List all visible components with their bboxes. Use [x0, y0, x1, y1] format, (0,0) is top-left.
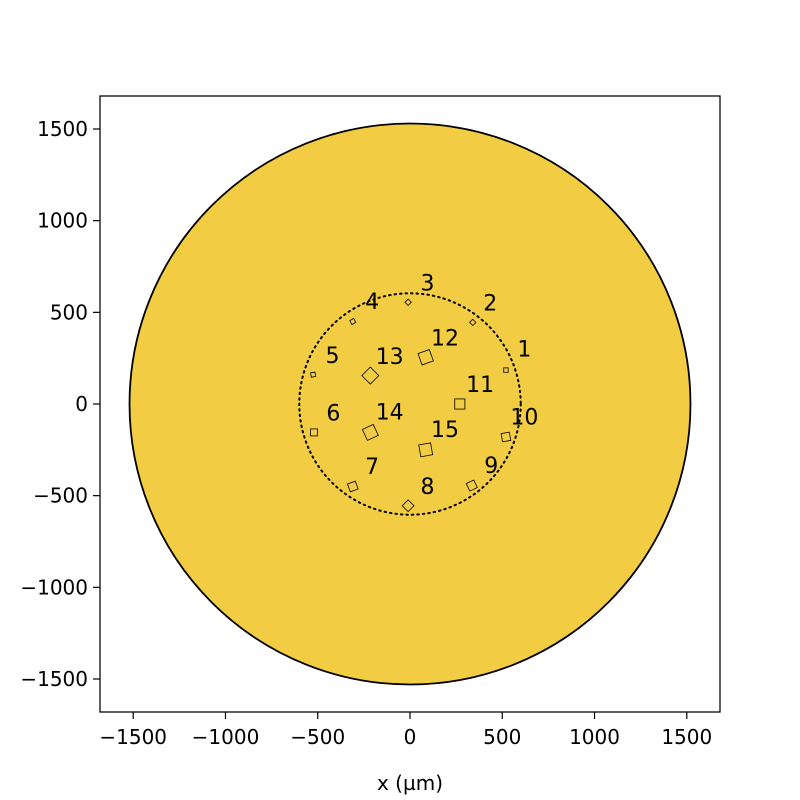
site-label-9: 9 [484, 454, 498, 479]
site-label-5: 5 [326, 344, 340, 369]
y-tick-label: 500 [50, 300, 88, 324]
site-marker-15 [418, 442, 434, 458]
site-label-14: 14 [376, 401, 404, 426]
site-marker-11 [454, 398, 466, 410]
site-label-7: 7 [365, 455, 379, 480]
y-axis-ticks: −1500 −1000 −500 0 500 1000 1500 [20, 117, 100, 691]
site-label-2: 2 [483, 292, 497, 317]
site-label-4: 4 [365, 290, 379, 315]
y-tick-label: −1000 [20, 575, 88, 599]
x-tick-label: 1000 [569, 725, 620, 749]
y-tick-label: 1500 [37, 117, 88, 141]
site-marker-8 [401, 499, 415, 513]
site-label-13: 13 [376, 345, 404, 370]
y-tick-label: −500 [33, 484, 88, 508]
plot-area [128, 122, 692, 686]
x-tick-label: −1500 [99, 725, 167, 749]
site-marker-9 [465, 479, 478, 492]
site-marker-12 [417, 349, 434, 366]
disk [128, 122, 692, 686]
inner-ring [298, 292, 522, 516]
site-marker-3 [404, 298, 412, 306]
y-tick-label: 1000 [37, 209, 88, 233]
site-markers [310, 298, 512, 513]
y-tick-label: 0 [75, 392, 88, 416]
site-label-6: 6 [326, 402, 340, 427]
x-axis-label: x (µm) [377, 771, 443, 795]
x-axis-ticks: −1500 −1000 −500 0 500 1000 1500 [99, 712, 712, 749]
site-marker-6 [310, 428, 318, 437]
site-label-1: 1 [517, 337, 531, 362]
site-marker-14 [361, 423, 379, 441]
site-marker-1 [503, 367, 509, 373]
site-marker-4 [349, 317, 357, 326]
site-marker-2 [469, 318, 477, 327]
site-label-12: 12 [431, 326, 459, 351]
site-marker-7 [346, 480, 359, 493]
site-label-15: 15 [431, 418, 459, 443]
x-tick-label: −500 [290, 725, 345, 749]
site-marker-13 [361, 366, 380, 385]
x-tick-label: 500 [483, 725, 521, 749]
site-marker-5 [310, 371, 317, 378]
x-tick-label: 0 [404, 725, 417, 749]
site-label-8: 8 [421, 475, 435, 500]
site-marker-10 [500, 431, 512, 443]
x-tick-label: 1500 [661, 725, 712, 749]
site-label-10: 10 [510, 405, 538, 430]
site-label-11: 11 [466, 373, 494, 398]
site-label-3: 3 [421, 271, 435, 296]
x-tick-label: −1000 [192, 725, 260, 749]
y-tick-label: −1500 [20, 667, 88, 691]
